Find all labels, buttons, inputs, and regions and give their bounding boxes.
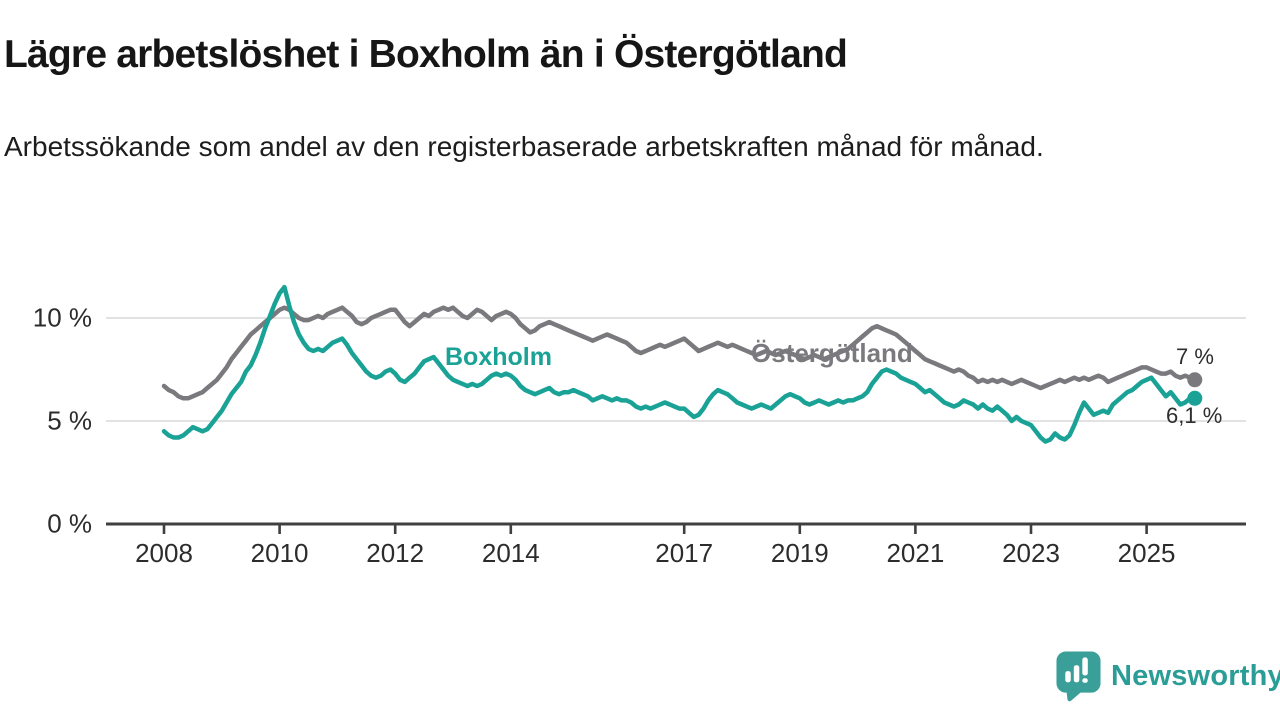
ostergotland-end-value-label: 7 % [1176,344,1214,369]
newsworthy-logo: Newsworthy [1055,650,1280,702]
chart-subtitle: Arbetssökande som andel av den registerb… [4,131,1044,162]
boxholm-end-dot [1187,390,1203,406]
boxholm-series-label: Boxholm [445,343,552,371]
newsworthy-logo-icon [1056,651,1101,702]
boxholm-line [161,284,1198,444]
page-title: Lägre arbetslöshet i Boxholm än i Österg… [4,33,848,76]
östergötland-end-dot [1187,372,1203,388]
newsworthy-logo-text: Newsworthy [1111,659,1280,692]
boxholm-end-value-label: 6,1 % [1166,403,1223,428]
östergötland-line [161,305,1198,401]
ostergotland-series-label: Östergötland [751,338,913,368]
